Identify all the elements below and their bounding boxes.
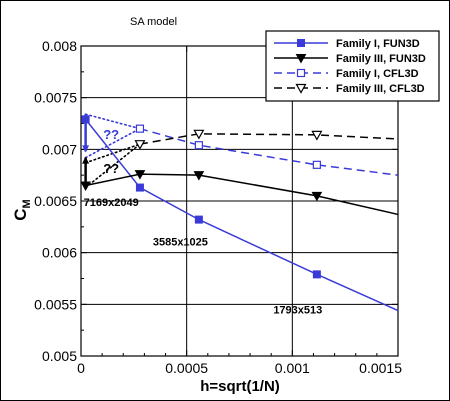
series-point-family-iii-fun3d [311,191,323,202]
annotation-grid-size: 7169x2049 [84,197,139,209]
uncertainty-arrow-head-down-0 [82,145,90,153]
x-tick-label: 0.0005 [165,360,208,376]
legend: Family I, FUN3D Family III, FUN3D Family I… [265,30,440,102]
axes [80,45,399,357]
y-tick-label: 0.005 [42,348,77,364]
annotation-question-marks: ?? [103,161,119,176]
axis-labels: h=sqrt(1/N) CM [11,199,280,395]
series-point-family-i-fun3d [194,215,203,224]
series-point-family-i-fun3d [135,183,144,192]
annotation-question-marks: ?? [103,127,119,142]
series-point-family-iii-cfl3d [311,130,323,141]
legend-swatch-marker-family-iii-cfl3d [295,83,307,94]
x-tick-label: 0.0015 [359,360,402,376]
series-line-family-i-cfl3d [139,127,399,176]
uncertainty-arrow-head-up-0 [82,113,90,121]
y-tick-label: 0.007 [42,141,77,157]
legend-label-family-i-cfl3d: Family I, CFL3D [336,68,419,80]
series-point-family-i-cfl3d [194,141,203,150]
legend-swatch-marker-family-iii-fun3d [295,54,307,64]
uncertainty-arrow-head-up-1 [82,156,90,164]
x-tick-label: 0.001 [275,360,310,376]
series-line-family-i-fun3d [85,118,399,312]
series-point-family-iii-cfl3d [134,140,146,150]
annotations: ???? 7169x2049 3585x1025 1793x513 [84,127,323,317]
extrapolation-line-0 [84,113,141,130]
chart-title: SA model [130,16,177,28]
y-tick-label: 0.0065 [34,193,77,209]
y-axis-label-main: C [11,208,30,220]
legend-swatch-marker-family-i-cfl3d [296,68,306,78]
uncertainty-arrow-head-down-1 [82,182,90,190]
y-axis-label: CM [11,199,33,220]
x-tick-label: 0 [77,360,85,376]
y-tick-label: 0.008 [42,38,77,54]
tick-labels: 0.005 0.0055 0.006 0.0065 0.007 0.0075 0.008 0 0… [34,38,402,376]
series-point-family-iii-fun3d [193,171,205,181]
y-axis-label-subscript: M [21,199,33,208]
series-point-family-i-cfl3d [135,124,145,133]
series-point-family-i-fun3d [312,270,321,279]
extrapolation-line-1 [84,127,141,159]
series-line-family-iii-cfl3d [139,133,399,145]
legend-label-family-iii-fun3d: Family III, FUN3D [336,53,426,65]
y-tick-label: 0.0075 [34,90,77,106]
y-tick-label: 0.0055 [34,296,77,312]
legend-label-family-i-fun3d: Family I, FUN3D [336,38,420,50]
annotation-grid-size: 1793x513 [273,305,322,317]
legend-label-family-iii-cfl3d: Family III, CFL3D [336,83,425,95]
series-point-family-iii-cfl3d [193,129,205,140]
x-axis-label: h=sqrt(1/N) [200,378,280,395]
series-point-family-iii-fun3d [134,170,146,180]
legend-swatch-marker-family-i-fun3d [297,39,305,47]
series-point-family-i-cfl3d [312,160,321,169]
y-tick-label: 0.006 [42,245,77,261]
annotation-grid-size: 3585x1025 [153,236,208,248]
plot-area [80,113,399,312]
extrapolation-line-3 [84,143,141,189]
